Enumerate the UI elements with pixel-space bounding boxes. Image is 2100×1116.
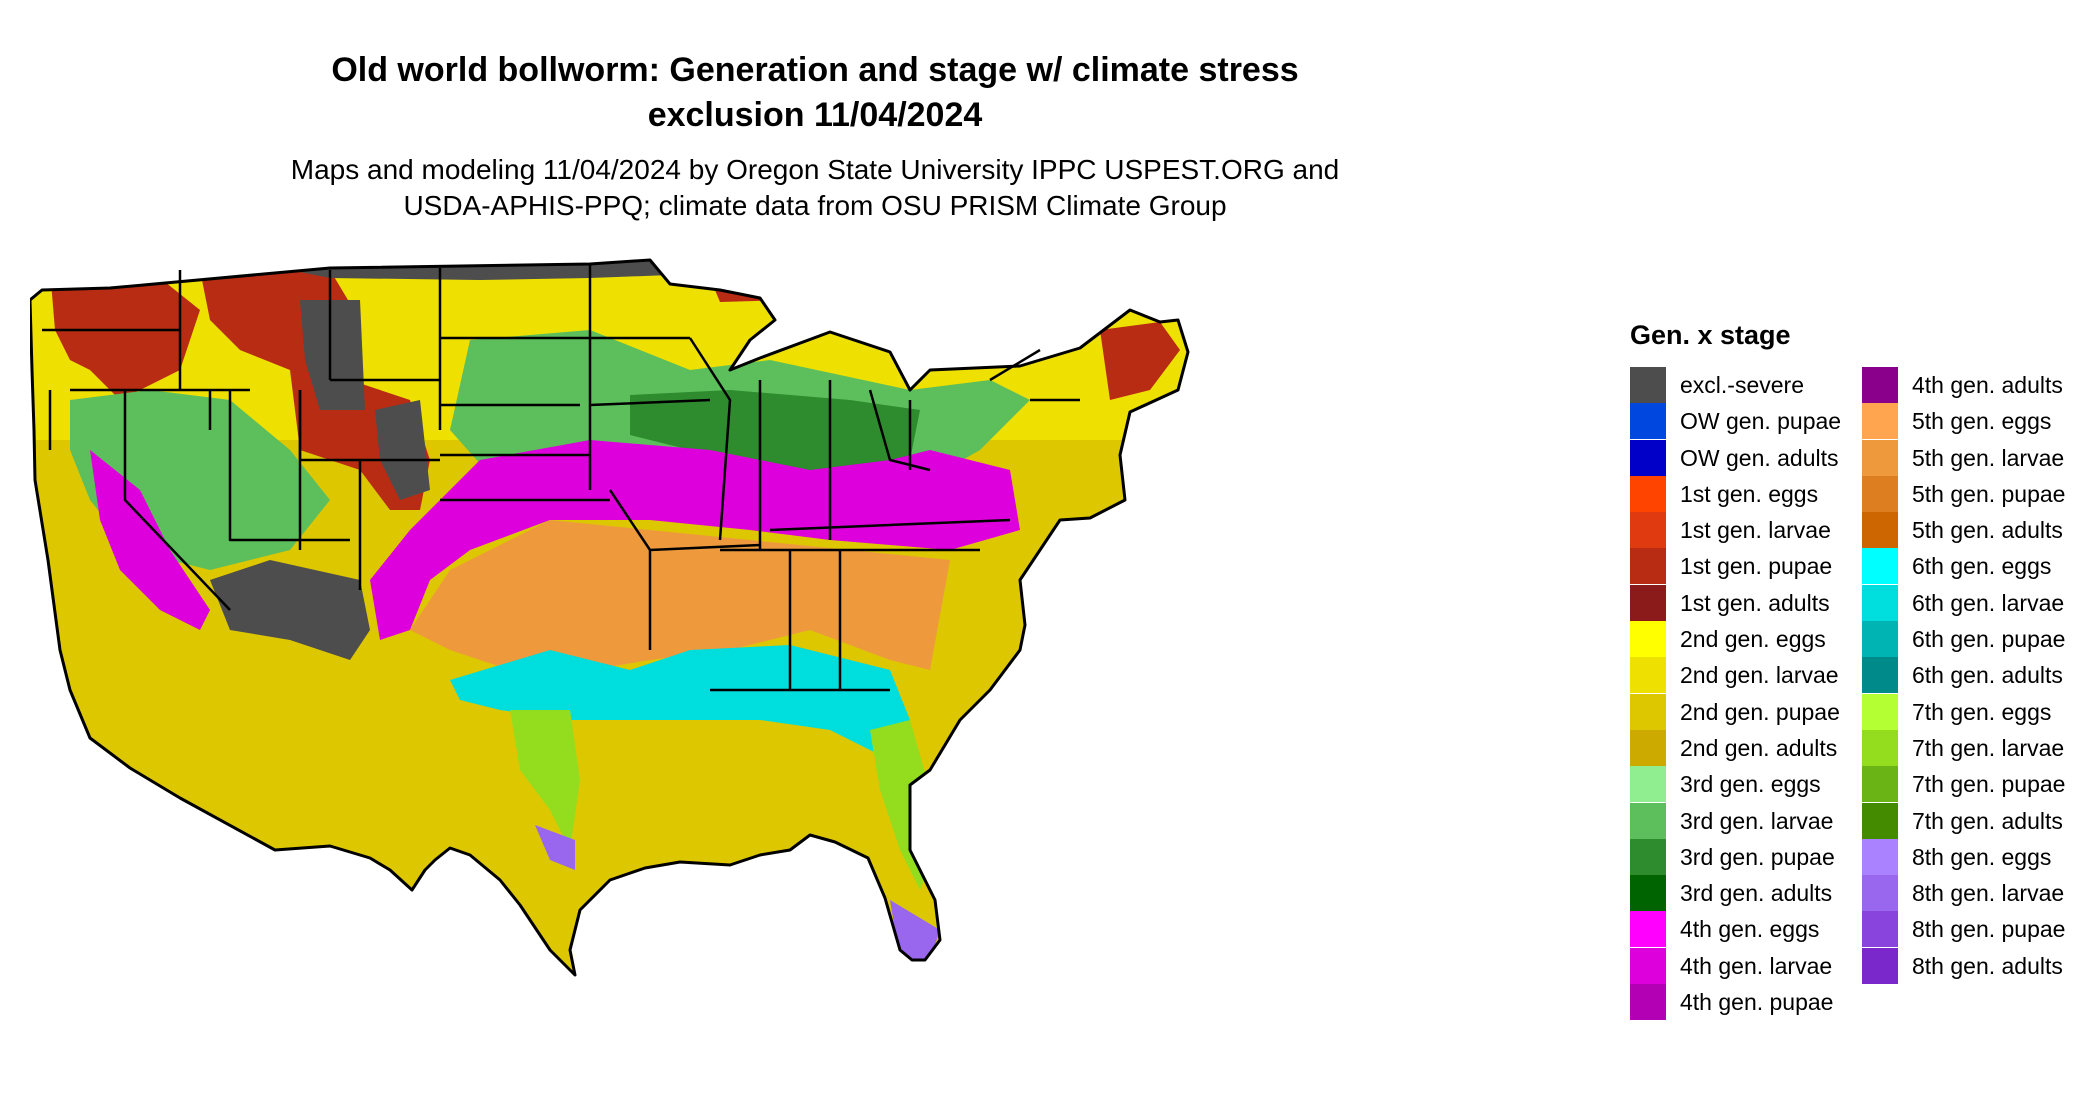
map-subtitle-line-1: Maps and modeling 11/04/2024 by Oregon S… bbox=[290, 154, 1340, 185]
legend-swatch bbox=[1862, 838, 1898, 875]
legend-label: 2nd gen. eggs bbox=[1680, 626, 1826, 653]
legend-swatch bbox=[1862, 875, 1898, 912]
legend-swatch bbox=[1630, 403, 1666, 440]
legend-swatch bbox=[1630, 766, 1666, 803]
legend-label: 6th gen. adults bbox=[1912, 662, 2063, 689]
legend-title: Gen. x stage bbox=[1630, 320, 1791, 350]
legend-label: OW gen. adults bbox=[1680, 444, 1839, 471]
legend-swatch bbox=[1862, 548, 1898, 585]
legend-label: 6th gen. eggs bbox=[1912, 553, 2052, 580]
stage-zones bbox=[30, 260, 1188, 975]
legend-label: 6th gen. pupae bbox=[1912, 626, 2066, 653]
legend-label: 2nd gen. adults bbox=[1680, 734, 1838, 761]
zone-florida-tip-8th-gen bbox=[890, 900, 940, 960]
zone-wyoming-excluded bbox=[300, 300, 365, 410]
legend-swatch bbox=[1630, 512, 1666, 549]
legend-swatch bbox=[1630, 947, 1666, 984]
zone-california-4th-gen bbox=[90, 450, 210, 630]
legend-label: 8th gen. eggs bbox=[1912, 843, 2052, 870]
zone-upper-michigan-1st-gen bbox=[710, 274, 790, 302]
legend-swatch bbox=[1630, 911, 1666, 948]
zone-maine-1st-gen bbox=[1100, 322, 1180, 400]
legend-label: 3rd gen. eggs bbox=[1680, 771, 1821, 798]
legend-label: 3rd gen. pupae bbox=[1680, 843, 1835, 870]
legend-label: OW gen. pupae bbox=[1680, 408, 1842, 435]
legend-swatch bbox=[1862, 729, 1898, 766]
legend-label: 8th gen. pupae bbox=[1912, 916, 2066, 943]
legend-swatch bbox=[1862, 475, 1898, 512]
map-subtitle: Maps and modeling 11/04/2024 by Oregon S… bbox=[190, 152, 1440, 224]
legend-label: 7th gen. adults bbox=[1912, 807, 2063, 834]
legend-label: 5th gen. eggs bbox=[1912, 408, 2052, 435]
legend-swatch bbox=[1862, 947, 1898, 984]
legend-label: 4th gen. pupae bbox=[1680, 989, 1834, 1016]
legend-label: 2nd gen. larvae bbox=[1680, 662, 1839, 689]
legend-label: 7th gen. pupae bbox=[1912, 771, 2066, 798]
legend-swatch bbox=[1630, 584, 1666, 621]
legend-swatch bbox=[1630, 984, 1666, 1021]
map-title-line-1: Old world bollworm: Generation and stage… bbox=[331, 51, 1299, 89]
legend-label: 8th gen. larvae bbox=[1912, 880, 2065, 907]
zone-gulf-coast-6th-gen bbox=[450, 645, 910, 760]
zone-texas-tip-8th-gen bbox=[535, 825, 575, 870]
legend-label: 3rd gen. adults bbox=[1680, 880, 1833, 907]
legend-swatch bbox=[1862, 802, 1898, 839]
legend-swatch bbox=[1862, 512, 1898, 549]
legend-label: 5th gen. pupae bbox=[1912, 480, 2066, 507]
legend-label: 2nd gen. pupae bbox=[1680, 698, 1840, 725]
zone-ohio-valley-3rd-gen bbox=[630, 390, 920, 475]
zone-northwest-1st-gen bbox=[50, 270, 200, 400]
zone-arizona-excluded bbox=[210, 560, 370, 660]
legend-label: 7th gen. larvae bbox=[1912, 734, 2065, 761]
legend-swatch bbox=[1862, 693, 1898, 730]
legend-swatch bbox=[1630, 838, 1666, 875]
legend-swatch bbox=[1630, 621, 1666, 658]
legend-swatch bbox=[1630, 439, 1666, 476]
legend-label: 1st gen. eggs bbox=[1680, 480, 1819, 507]
legend-label: 4th gen. eggs bbox=[1680, 916, 1820, 943]
legend-label: 1st gen. pupae bbox=[1680, 553, 1833, 580]
map-subtitle-line-2: USDA-APHIS-PPQ; climate data from OSU PR… bbox=[403, 190, 1227, 221]
zone-south-texas-7th-gen bbox=[510, 710, 580, 850]
legend-swatch bbox=[1630, 475, 1666, 512]
legend-swatch bbox=[1862, 657, 1898, 694]
legend-label: 5th gen. adults bbox=[1912, 517, 2063, 544]
legend-swatch bbox=[1862, 403, 1898, 440]
legend-label: 1st gen. adults bbox=[1680, 589, 1830, 616]
legend-label: 4th gen. adults bbox=[1912, 372, 2063, 398]
legend-label: 8th gen. adults bbox=[1912, 952, 2063, 979]
map-title-line-2: exclusion 11/04/2024 bbox=[647, 96, 983, 134]
legend-swatch bbox=[1630, 693, 1666, 730]
legend-swatch bbox=[1630, 548, 1666, 585]
legend-label: 3rd gen. larvae bbox=[1680, 807, 1834, 834]
legend-swatch bbox=[1630, 729, 1666, 766]
legend-label: 6th gen. larvae bbox=[1912, 589, 2065, 616]
legend-swatch bbox=[1862, 621, 1898, 658]
map-title: Old world bollworm: Generation and stage… bbox=[190, 48, 1440, 138]
legend-swatch bbox=[1630, 875, 1666, 912]
legend-label: 4th gen. larvae bbox=[1680, 952, 1833, 979]
legend-swatch bbox=[1862, 766, 1898, 803]
legend-swatch bbox=[1630, 367, 1666, 403]
us-generation-stage-map bbox=[30, 258, 1190, 977]
legend-swatch bbox=[1630, 657, 1666, 694]
legend-label: 1st gen. larvae bbox=[1680, 517, 1831, 544]
legend-swatch bbox=[1630, 802, 1666, 839]
zone-southeast-5th-gen bbox=[410, 520, 950, 670]
legend-label: 5th gen. larvae bbox=[1912, 444, 2065, 471]
zone-southern-4th-gen bbox=[370, 440, 1020, 640]
zone-colorado-excluded bbox=[375, 400, 430, 500]
legend-swatch bbox=[1862, 911, 1898, 948]
legend-swatch bbox=[1862, 367, 1898, 403]
legend-label: 7th gen. eggs bbox=[1912, 698, 2052, 725]
legend-swatch bbox=[1862, 439, 1898, 476]
legend-label: excl.-severe bbox=[1680, 372, 1804, 398]
state-boundaries bbox=[30, 258, 1190, 977]
legend-swatch bbox=[1862, 584, 1898, 621]
